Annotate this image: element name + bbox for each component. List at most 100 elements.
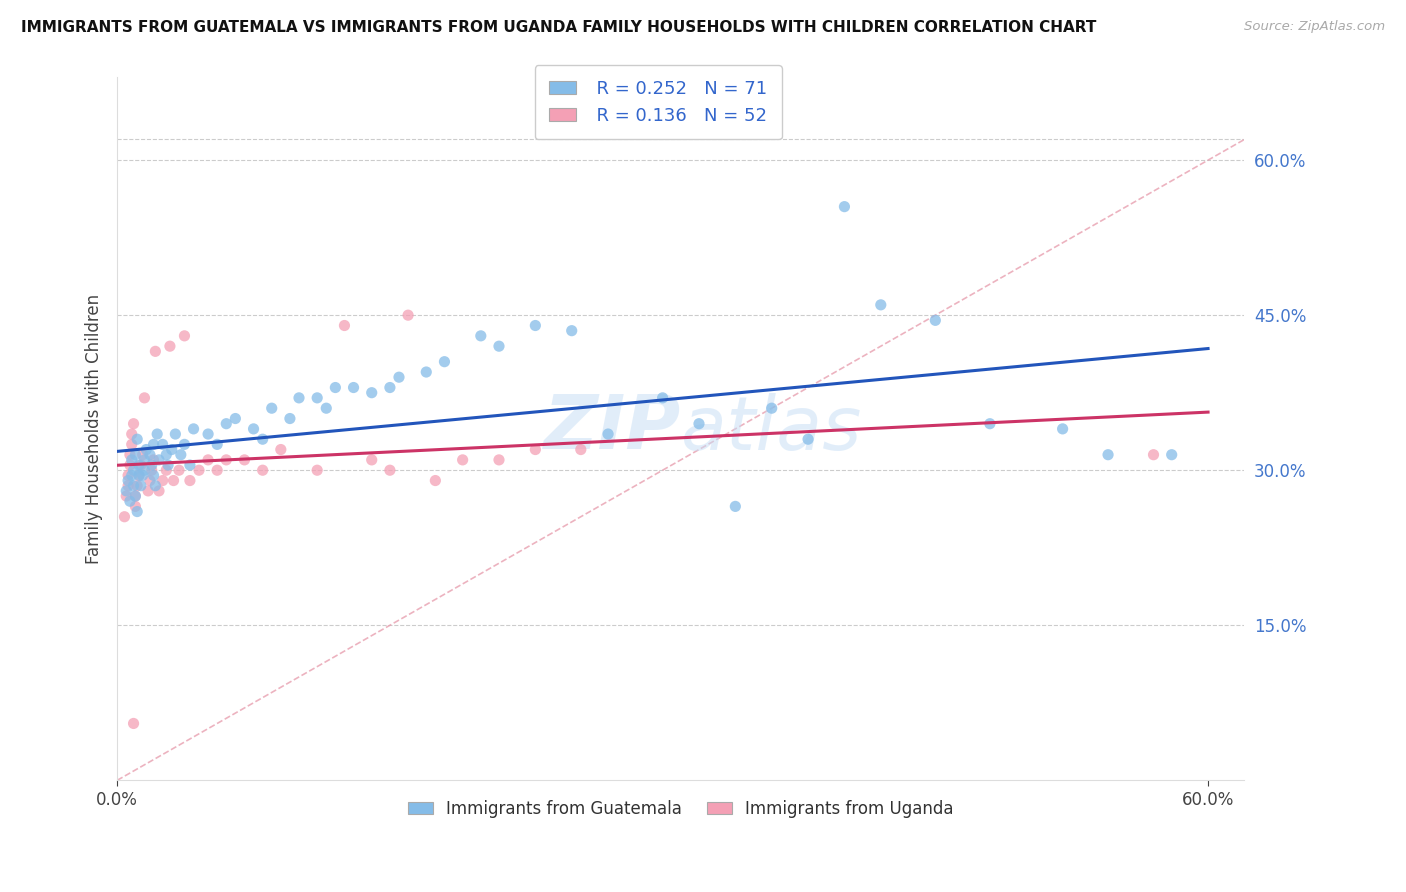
Point bbox=[135, 442, 157, 457]
Point bbox=[252, 432, 274, 446]
Point bbox=[160, 442, 183, 457]
Point bbox=[360, 385, 382, 400]
Point bbox=[124, 489, 146, 503]
Point bbox=[415, 365, 437, 379]
Point bbox=[1160, 448, 1182, 462]
Point bbox=[205, 463, 228, 477]
Point bbox=[128, 468, 150, 483]
Text: ZIP: ZIP bbox=[544, 392, 681, 466]
Point bbox=[146, 427, 169, 442]
Point bbox=[124, 448, 146, 462]
Point bbox=[121, 427, 143, 442]
Point bbox=[152, 474, 174, 488]
Point bbox=[131, 448, 153, 462]
Point bbox=[561, 324, 583, 338]
Point bbox=[155, 448, 177, 462]
Point bbox=[188, 463, 211, 477]
Point bbox=[451, 453, 474, 467]
Legend: Immigrants from Guatemala, Immigrants from Uganda: Immigrants from Guatemala, Immigrants fr… bbox=[401, 793, 960, 825]
Point bbox=[117, 474, 139, 488]
Point bbox=[162, 474, 184, 488]
Point bbox=[173, 437, 195, 451]
Point bbox=[152, 437, 174, 451]
Point bbox=[215, 417, 238, 431]
Point bbox=[233, 453, 256, 467]
Point bbox=[396, 308, 419, 322]
Point bbox=[360, 453, 382, 467]
Point bbox=[124, 500, 146, 514]
Point bbox=[124, 489, 146, 503]
Point bbox=[114, 509, 136, 524]
Point bbox=[651, 391, 673, 405]
Point bbox=[470, 329, 492, 343]
Point bbox=[1097, 448, 1119, 462]
Point bbox=[117, 468, 139, 483]
Point bbox=[118, 458, 141, 472]
Point bbox=[142, 468, 165, 483]
Point bbox=[307, 391, 329, 405]
Point bbox=[136, 483, 159, 498]
Point bbox=[270, 442, 292, 457]
Point bbox=[122, 716, 145, 731]
Point bbox=[139, 474, 162, 488]
Point bbox=[122, 463, 145, 477]
Point bbox=[488, 453, 510, 467]
Point bbox=[761, 401, 783, 416]
Point bbox=[342, 380, 364, 394]
Point bbox=[115, 483, 138, 498]
Point bbox=[378, 380, 401, 394]
Point bbox=[425, 474, 447, 488]
Point bbox=[139, 448, 162, 462]
Point bbox=[325, 380, 347, 394]
Point bbox=[167, 463, 190, 477]
Point bbox=[115, 489, 138, 503]
Point bbox=[260, 401, 283, 416]
Point bbox=[924, 313, 946, 327]
Point bbox=[979, 417, 1001, 431]
Point bbox=[173, 329, 195, 343]
Point bbox=[121, 437, 143, 451]
Point bbox=[129, 479, 152, 493]
Point bbox=[197, 453, 219, 467]
Point bbox=[122, 417, 145, 431]
Point bbox=[165, 427, 187, 442]
Text: Source: ZipAtlas.com: Source: ZipAtlas.com bbox=[1244, 20, 1385, 33]
Point bbox=[333, 318, 356, 333]
Point bbox=[118, 448, 141, 462]
Point bbox=[197, 427, 219, 442]
Point bbox=[315, 401, 337, 416]
Point bbox=[122, 479, 145, 493]
Point bbox=[524, 442, 547, 457]
Point bbox=[117, 479, 139, 493]
Point bbox=[797, 432, 820, 446]
Point bbox=[159, 339, 181, 353]
Point bbox=[155, 463, 177, 477]
Point bbox=[524, 318, 547, 333]
Point bbox=[134, 391, 156, 405]
Point bbox=[134, 453, 156, 467]
Point bbox=[141, 458, 163, 472]
Point bbox=[1142, 448, 1164, 462]
Point bbox=[118, 494, 141, 508]
Point bbox=[128, 458, 150, 472]
Point bbox=[121, 468, 143, 483]
Y-axis label: Family Households with Children: Family Households with Children bbox=[86, 293, 103, 564]
Point bbox=[224, 411, 246, 425]
Point bbox=[724, 500, 747, 514]
Point bbox=[134, 463, 156, 477]
Point bbox=[145, 344, 167, 359]
Point bbox=[142, 437, 165, 451]
Point bbox=[278, 411, 301, 425]
Point bbox=[121, 453, 143, 467]
Point bbox=[179, 474, 201, 488]
Point bbox=[288, 391, 311, 405]
Point bbox=[205, 437, 228, 451]
Point bbox=[388, 370, 411, 384]
Point bbox=[433, 354, 456, 368]
Point bbox=[127, 479, 149, 493]
Point bbox=[157, 458, 180, 472]
Point bbox=[869, 298, 891, 312]
Point bbox=[307, 463, 329, 477]
Text: IMMIGRANTS FROM GUATEMALA VS IMMIGRANTS FROM UGANDA FAMILY HOUSEHOLDS WITH CHILD: IMMIGRANTS FROM GUATEMALA VS IMMIGRANTS … bbox=[21, 20, 1097, 35]
Point bbox=[569, 442, 592, 457]
